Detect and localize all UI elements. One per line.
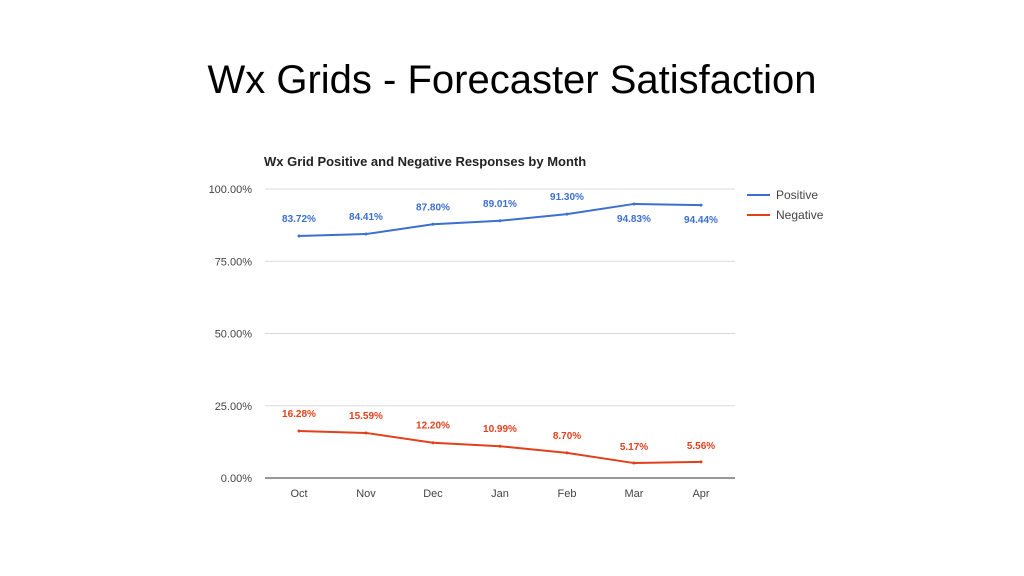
data-label: 10.99% — [483, 424, 517, 435]
series-layer: 83.72% 84.41% 87.80% 89.01% 91.30% 94.83% 94.4… — [282, 192, 718, 465]
data-point — [632, 202, 636, 206]
x-tick-label: Feb — [558, 488, 577, 500]
data-point — [498, 219, 502, 223]
data-label: 5.56% — [687, 441, 715, 452]
legend-label: Positive — [776, 188, 818, 202]
data-label: 8.70% — [553, 431, 581, 442]
data-label: 5.17% — [620, 442, 648, 453]
x-tick-label: Mar — [625, 488, 644, 500]
data-label: 94.44% — [684, 215, 718, 226]
data-point — [431, 222, 435, 226]
data-label: 83.72% — [282, 214, 316, 225]
axis-layer: 0.00% 25.00% 50.00% 75.00% 100.00% Oct Nov Dec J… — [209, 184, 710, 500]
data-label: 15.59% — [349, 411, 383, 422]
slide-title: Wx Grids - Forecaster Satisfaction — [207, 58, 817, 102]
data-point — [699, 460, 703, 464]
data-label: 84.41% — [349, 212, 383, 223]
legend-label: Negative — [776, 208, 824, 222]
y-tick-label: 75.00% — [215, 256, 253, 268]
data-label: 12.20% — [416, 421, 450, 432]
y-tick-label: 25.00% — [215, 401, 253, 413]
chart-title: Wx Grid Positive and Negative Responses … — [264, 154, 586, 169]
data-point — [364, 232, 368, 236]
x-tick-label: Jan — [491, 488, 509, 500]
data-point — [565, 451, 569, 455]
x-tick-label: Oct — [290, 488, 307, 500]
x-tick-label: Nov — [356, 488, 376, 500]
x-tick-label: Apr — [692, 488, 709, 500]
data-label: 94.83% — [617, 214, 651, 225]
legend: Positive Negative — [747, 188, 824, 222]
data-label: 16.28% — [282, 409, 316, 420]
data-label: 91.30% — [550, 192, 584, 203]
x-tick-label: Dec — [423, 488, 443, 500]
data-point — [431, 441, 435, 445]
y-tick-label: 50.00% — [215, 329, 253, 341]
grid-layer — [265, 188, 735, 479]
data-point — [498, 444, 502, 448]
data-label: 87.80% — [416, 202, 450, 213]
y-tick-label: 100.00% — [209, 184, 253, 196]
data-label: 89.01% — [483, 199, 517, 210]
data-point — [699, 203, 703, 207]
data-point — [364, 431, 368, 435]
data-point — [632, 461, 636, 465]
data-point — [297, 429, 301, 433]
data-point — [297, 234, 301, 238]
y-tick-label: 0.00% — [221, 473, 252, 485]
data-point — [565, 212, 569, 216]
